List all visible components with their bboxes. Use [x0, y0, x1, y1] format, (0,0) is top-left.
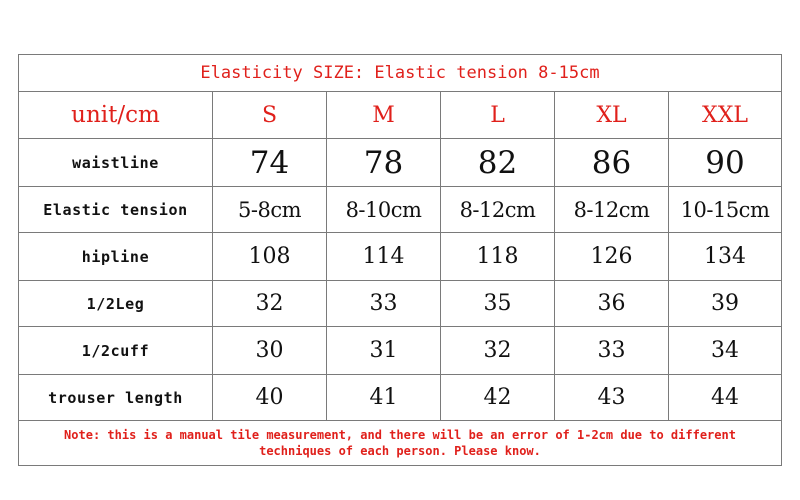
table-row-waistline: waistline 74 78 82 86 90 — [19, 139, 781, 187]
header-row: unit/cm S M L XL XXL — [19, 92, 781, 139]
table-row-trouser-length: trouser length 40 41 42 43 44 — [19, 375, 781, 421]
table-cell: 33 — [555, 327, 669, 374]
table-cell: 34 — [711, 338, 739, 363]
table-cell: 8-12cm — [555, 187, 669, 232]
row-label: trouser length — [19, 375, 213, 420]
table-cell: 30 — [213, 327, 327, 374]
table-title-row: Elasticity SIZE: Elastic tension 8-15cm — [19, 55, 781, 92]
table-cell: 5-8cm — [213, 187, 327, 232]
measurement-note: Note: this is a manual tile measurement,… — [64, 428, 736, 458]
table-cell: 8-10cm — [327, 187, 441, 232]
table-cell: 134 — [704, 244, 746, 269]
size-chart-table: Elasticity SIZE: Elastic tension 8-15cm … — [18, 54, 782, 466]
table-cell: 43 — [555, 375, 669, 420]
size-header-xl: XL — [555, 92, 669, 138]
table-cell: 39 — [711, 291, 739, 316]
table-cell: 36 — [555, 281, 669, 326]
table-cell: 74 — [213, 139, 327, 186]
row-label: waistline — [19, 139, 213, 186]
table-cell: 108 — [213, 233, 327, 280]
table-cell: 33 — [327, 281, 441, 326]
row-label: Elastic tension — [19, 187, 213, 232]
size-header-l: L — [441, 92, 555, 138]
table-cell: 118 — [441, 233, 555, 280]
table-row-hipline: hipline 108 114 118 126 134 — [19, 233, 781, 281]
table-cell: 44 — [711, 385, 739, 410]
table-cell: 40 — [213, 375, 327, 420]
table-cell: 126 — [555, 233, 669, 280]
table-cell: 32 — [213, 281, 327, 326]
table-cell: 41 — [327, 375, 441, 420]
table-cell: 31 — [327, 327, 441, 374]
table-cell: 8-12cm — [441, 187, 555, 232]
table-cell: 35 — [441, 281, 555, 326]
row-label: 1/2cuff — [19, 327, 213, 374]
table-cell: 86 — [555, 139, 669, 186]
table-title: Elasticity SIZE: Elastic tension 8-15cm — [200, 63, 600, 83]
size-header-xxl: XXL — [702, 102, 748, 128]
table-cell: 90 — [705, 144, 745, 181]
table-cell: 32 — [441, 327, 555, 374]
size-header-s: S — [213, 92, 327, 138]
table-cell: 42 — [441, 375, 555, 420]
row-label: 1/2Leg — [19, 281, 213, 326]
table-row-elastic-tension: Elastic tension 5-8cm 8-10cm 8-12cm 8-12… — [19, 187, 781, 233]
table-cell: 78 — [327, 139, 441, 186]
row-label: hipline — [19, 233, 213, 280]
table-cell: 82 — [441, 139, 555, 186]
table-row-half-cuff: 1/2cuff 30 31 32 33 34 — [19, 327, 781, 375]
size-header-m: M — [327, 92, 441, 138]
unit-label: unit/cm — [19, 92, 213, 138]
table-cell: 10-15cm — [680, 197, 770, 222]
table-row-half-leg: 1/2Leg 32 33 35 36 39 — [19, 281, 781, 327]
table-cell: 114 — [327, 233, 441, 280]
